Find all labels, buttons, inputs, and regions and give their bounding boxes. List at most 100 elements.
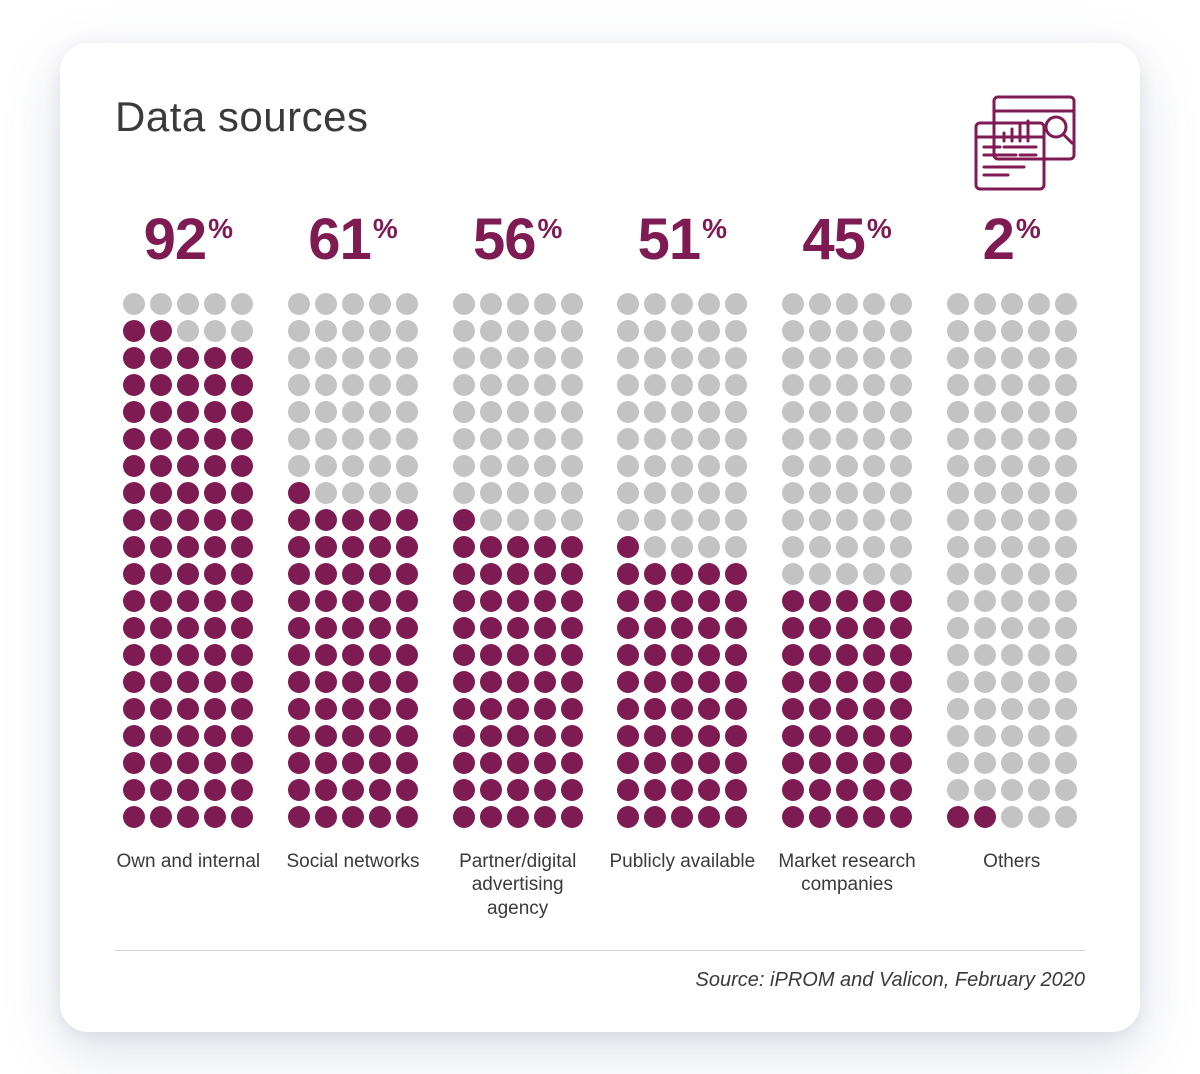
chart-column: 2%Others <box>938 211 1085 922</box>
dot <box>342 428 364 450</box>
dot <box>396 752 418 774</box>
dot <box>480 482 502 504</box>
dot <box>1001 752 1023 774</box>
dot <box>863 590 885 612</box>
dot <box>561 509 583 531</box>
dot <box>974 617 996 639</box>
dot <box>480 536 502 558</box>
dot <box>231 806 253 828</box>
dot <box>561 428 583 450</box>
dot <box>534 617 556 639</box>
dot <box>617 617 639 639</box>
dot <box>863 698 885 720</box>
dot <box>177 320 199 342</box>
dot <box>150 644 172 666</box>
dot <box>644 347 666 369</box>
dot <box>1001 347 1023 369</box>
dot <box>396 320 418 342</box>
dot <box>534 806 556 828</box>
dot <box>836 671 858 693</box>
dot <box>1001 563 1023 585</box>
dot <box>644 428 666 450</box>
dot <box>231 320 253 342</box>
dot <box>1001 671 1023 693</box>
dot <box>1001 428 1023 450</box>
dot <box>890 725 912 747</box>
dot <box>617 725 639 747</box>
dot <box>534 374 556 396</box>
dot <box>809 482 831 504</box>
dot <box>453 590 475 612</box>
dot <box>480 590 502 612</box>
dot <box>698 725 720 747</box>
dot <box>534 401 556 423</box>
dot <box>315 779 337 801</box>
dot <box>974 428 996 450</box>
dot <box>534 590 556 612</box>
dot <box>288 455 310 477</box>
dot <box>369 320 391 342</box>
dot <box>534 563 556 585</box>
dot <box>974 293 996 315</box>
dot <box>1001 320 1023 342</box>
dot <box>782 482 804 504</box>
dot <box>315 401 337 423</box>
dot <box>698 536 720 558</box>
dot <box>1055 779 1077 801</box>
dot <box>782 698 804 720</box>
dot <box>315 293 337 315</box>
dot <box>177 752 199 774</box>
dot <box>177 806 199 828</box>
dot <box>1028 590 1050 612</box>
dot <box>369 590 391 612</box>
dot <box>150 536 172 558</box>
dot <box>947 509 969 531</box>
dot <box>150 698 172 720</box>
dot <box>453 779 475 801</box>
dot <box>150 617 172 639</box>
dot <box>1055 725 1077 747</box>
dot <box>177 455 199 477</box>
dot <box>315 482 337 504</box>
dot <box>507 320 529 342</box>
dot <box>890 671 912 693</box>
dot <box>369 698 391 720</box>
dot <box>231 536 253 558</box>
dot <box>809 779 831 801</box>
dot <box>123 455 145 477</box>
dot <box>671 401 693 423</box>
dot <box>863 482 885 504</box>
dot <box>561 347 583 369</box>
column-label: Others <box>983 850 1040 922</box>
dot <box>890 563 912 585</box>
dot <box>809 806 831 828</box>
dot <box>396 293 418 315</box>
dot <box>123 347 145 369</box>
dot <box>561 590 583 612</box>
dot <box>123 401 145 423</box>
dot <box>1001 401 1023 423</box>
dot <box>947 455 969 477</box>
dot <box>1028 374 1050 396</box>
dot <box>671 617 693 639</box>
column-label: Social networks <box>286 850 419 922</box>
dot <box>725 563 747 585</box>
dot <box>480 644 502 666</box>
dot <box>947 644 969 666</box>
dot <box>698 806 720 828</box>
dot <box>671 725 693 747</box>
dot <box>725 401 747 423</box>
dot <box>782 347 804 369</box>
dot <box>480 806 502 828</box>
dot <box>698 752 720 774</box>
dot <box>698 482 720 504</box>
dot <box>453 428 475 450</box>
dot <box>369 806 391 828</box>
dot <box>534 644 556 666</box>
dot <box>396 698 418 720</box>
dot <box>725 590 747 612</box>
dot <box>890 401 912 423</box>
dot <box>644 671 666 693</box>
dot <box>204 644 226 666</box>
dot <box>671 563 693 585</box>
